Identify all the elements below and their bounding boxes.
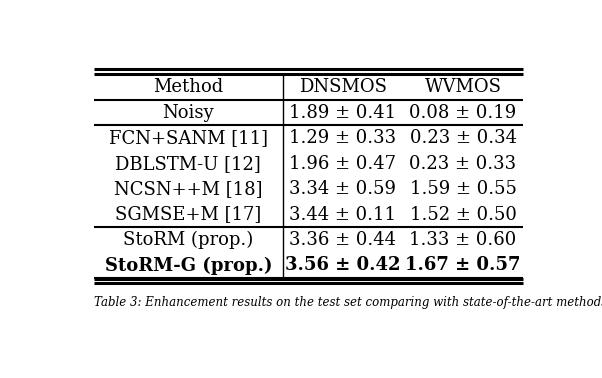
Text: 1.67 ± 0.57: 1.67 ± 0.57 — [405, 257, 521, 274]
Text: Noisy: Noisy — [163, 104, 214, 122]
Text: StoRM-G (prop.): StoRM-G (prop.) — [105, 256, 272, 274]
Text: FCN+SANM [11]: FCN+SANM [11] — [109, 129, 268, 147]
Text: 1.29 ± 0.33: 1.29 ± 0.33 — [290, 129, 397, 147]
Text: WVMOS: WVMOS — [424, 78, 501, 96]
Text: SGMSE+M [17]: SGMSE+M [17] — [115, 206, 261, 223]
Text: 1.89 ± 0.41: 1.89 ± 0.41 — [290, 104, 397, 122]
Text: NCSN++M [18]: NCSN++M [18] — [114, 180, 262, 198]
Text: 1.52 ± 0.50: 1.52 ± 0.50 — [409, 206, 517, 223]
Text: 3.56 ± 0.42: 3.56 ± 0.42 — [285, 257, 400, 274]
Text: 3.36 ± 0.44: 3.36 ± 0.44 — [290, 231, 396, 249]
Text: StoRM (prop.): StoRM (prop.) — [123, 231, 253, 249]
Text: DBLSTM-U [12]: DBLSTM-U [12] — [116, 155, 261, 173]
Text: 3.44 ± 0.11: 3.44 ± 0.11 — [290, 206, 396, 223]
Text: Method: Method — [154, 78, 223, 96]
Text: Table 3: Enhancement results on the test set comparing with state-of-the-art met: Table 3: Enhancement results on the test… — [94, 296, 602, 309]
Text: 3.34 ± 0.59: 3.34 ± 0.59 — [290, 180, 396, 198]
Text: 0.08 ± 0.19: 0.08 ± 0.19 — [409, 104, 517, 122]
Text: DNSMOS: DNSMOS — [299, 78, 387, 96]
Text: 1.33 ± 0.60: 1.33 ± 0.60 — [409, 231, 517, 249]
Text: 1.59 ± 0.55: 1.59 ± 0.55 — [409, 180, 517, 198]
Text: 0.23 ± 0.34: 0.23 ± 0.34 — [409, 129, 517, 147]
Text: 0.23 ± 0.33: 0.23 ± 0.33 — [409, 155, 517, 173]
Text: 1.96 ± 0.47: 1.96 ± 0.47 — [290, 155, 396, 173]
